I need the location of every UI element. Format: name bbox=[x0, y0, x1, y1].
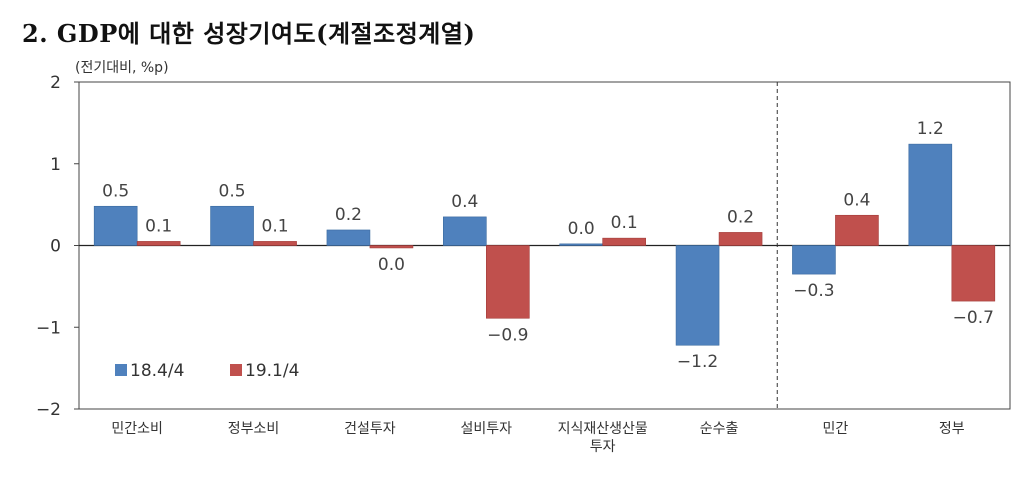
bar-series-1 bbox=[559, 243, 603, 246]
bar-series-2 bbox=[253, 241, 297, 246]
data-label: 0.2 bbox=[335, 205, 362, 225]
bar-series-2 bbox=[718, 232, 763, 246]
y-tick-label: 2 bbox=[50, 73, 61, 93]
data-label: 0.0 bbox=[568, 219, 595, 239]
x-tick-label: 정부 bbox=[939, 421, 965, 437]
bar-series-1 bbox=[326, 229, 371, 246]
legend-swatch bbox=[230, 364, 242, 376]
data-label: −0.9 bbox=[487, 325, 528, 345]
x-tick-label: 투자 bbox=[590, 439, 616, 455]
x-tick-label: 건설투자 bbox=[344, 421, 396, 437]
data-label: 0.1 bbox=[145, 216, 172, 236]
bar-series-2 bbox=[136, 241, 181, 246]
y-tick-label: 1 bbox=[50, 155, 61, 175]
data-label: −1.2 bbox=[677, 352, 718, 372]
legend-label: 18.4/4 bbox=[130, 361, 184, 381]
bar-series-2 bbox=[951, 245, 996, 302]
page-title: 2. GDP에 대한 성장기여도(계절조정계열) bbox=[22, 19, 476, 48]
x-tick-label: 민간소비 bbox=[111, 421, 163, 437]
bar-series-1 bbox=[443, 216, 487, 246]
x-tick-label: 순수출 bbox=[700, 421, 739, 437]
bar-series-1 bbox=[675, 245, 720, 346]
data-label: 0.2 bbox=[727, 207, 754, 227]
y-axis-unit-label: (전기대비, %p) bbox=[75, 60, 169, 76]
data-label: 0.5 bbox=[102, 181, 129, 201]
bar-series-1 bbox=[93, 205, 138, 246]
data-label: −0.7 bbox=[953, 308, 994, 328]
data-label: −0.3 bbox=[793, 281, 834, 301]
y-tick-label: −1 bbox=[36, 318, 61, 338]
x-tick-label: 지식재산생산물 bbox=[558, 421, 648, 437]
x-tick-label: 정부소비 bbox=[228, 421, 280, 437]
data-label: 0.5 bbox=[219, 181, 246, 201]
data-label: 0.1 bbox=[262, 216, 289, 236]
bar-series-2 bbox=[369, 245, 414, 249]
legend-label: 19.1/4 bbox=[245, 361, 299, 381]
legend-swatch bbox=[115, 364, 127, 376]
data-label: 0.4 bbox=[843, 190, 870, 210]
bar-series-2 bbox=[835, 214, 879, 246]
y-tick-label: 0 bbox=[50, 237, 61, 257]
data-label: 0.4 bbox=[451, 192, 478, 212]
bar-series-1 bbox=[908, 143, 953, 246]
data-label: 1.2 bbox=[917, 119, 944, 139]
bar-series-1 bbox=[210, 205, 254, 246]
data-label: 0.0 bbox=[378, 255, 405, 275]
x-tick-label: 민간 bbox=[823, 421, 849, 437]
data-label: 0.1 bbox=[611, 213, 638, 233]
bar-series-1 bbox=[792, 245, 836, 275]
bar-series-2 bbox=[602, 237, 646, 246]
y-tick-label: −2 bbox=[36, 400, 61, 420]
bar-series-2 bbox=[486, 245, 530, 319]
x-tick-label: 설비투자 bbox=[461, 421, 513, 437]
